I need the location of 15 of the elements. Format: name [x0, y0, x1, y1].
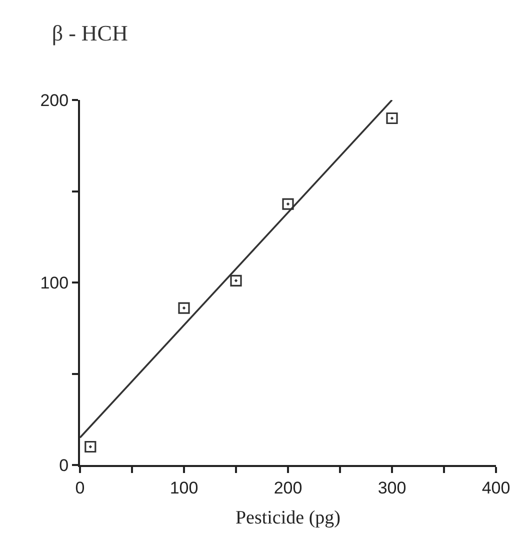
x-tick-label: 400 [482, 478, 510, 498]
x-tick-label: 100 [170, 478, 198, 498]
point [282, 198, 294, 210]
x-tick-label: 300 [378, 478, 406, 498]
x-tick-label: 0 [75, 478, 85, 498]
x-tick-label: 200 [274, 478, 302, 498]
x-axis-title: Pesticide (pg) [235, 508, 341, 529]
y-tick-label: 200 [40, 90, 69, 110]
y-tick-label: 0 [59, 456, 69, 475]
point [84, 440, 96, 453]
point [386, 112, 398, 124]
point [178, 302, 190, 314]
point [230, 274, 242, 286]
chart-title: β - HCH [52, 20, 128, 46]
y-tick-label: 100 [40, 273, 69, 292]
